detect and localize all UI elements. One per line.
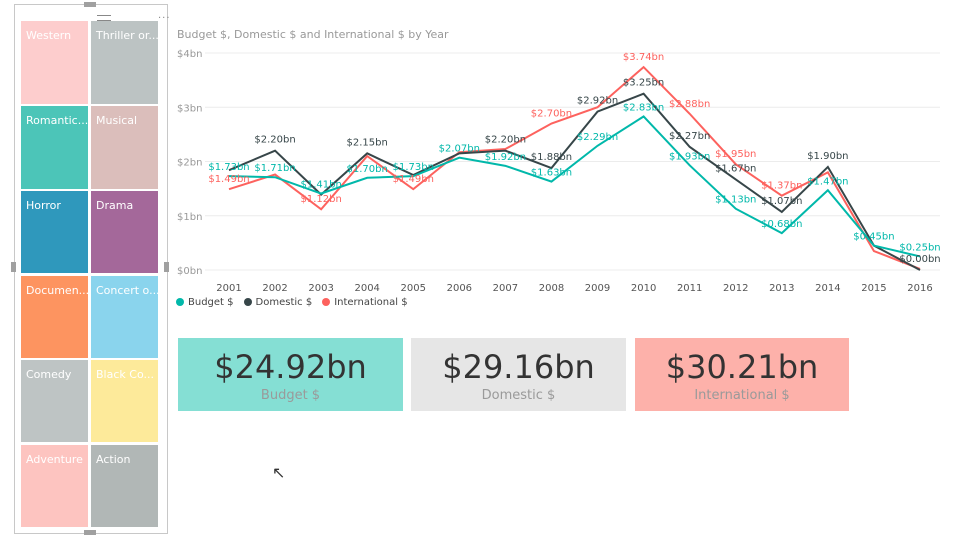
- x-tick-label: 2011: [677, 283, 702, 294]
- data-label: $1.41bn: [300, 180, 341, 191]
- resize-handle[interactable]: [84, 530, 96, 535]
- x-tick-label: 2001: [216, 283, 241, 294]
- data-label: $1.13bn: [715, 195, 756, 206]
- data-label: $0.68bn: [761, 219, 802, 230]
- data-label: $1.49bn: [208, 174, 249, 185]
- data-label: $2.70bn: [531, 109, 572, 120]
- data-label: $1.49bn: [393, 174, 434, 185]
- data-label: $1.47bn: [807, 176, 848, 187]
- more-options-icon[interactable]: ···: [158, 13, 171, 24]
- data-label: $1.37bn: [761, 181, 802, 192]
- data-label: $1.95bn: [715, 149, 756, 160]
- x-tick-label: 2016: [907, 283, 932, 294]
- slicer-tile[interactable]: Concert o...: [91, 276, 158, 358]
- slicer-tile[interactable]: Comedy: [21, 360, 88, 442]
- x-tick-label: 2012: [723, 283, 748, 294]
- data-label: $3.25bn: [623, 78, 664, 89]
- slicer-tile[interactable]: Adventure: [21, 445, 88, 527]
- y-tick-label: $1bn: [177, 212, 202, 223]
- data-label: $2.27bn: [669, 131, 710, 142]
- data-label: $1.73bn: [208, 162, 249, 173]
- data-label: $2.20bn: [254, 135, 295, 146]
- data-label: $2.83bn: [623, 102, 664, 113]
- data-label: $3.74bn: [623, 52, 664, 63]
- slicer-tile[interactable]: Thriller or...: [91, 21, 158, 104]
- mouse-cursor-icon: ↖: [272, 463, 286, 482]
- x-tick-label: 2013: [769, 283, 794, 294]
- series-line: [228, 92, 921, 271]
- data-label: $0.25bn: [899, 242, 940, 253]
- x-tick-label: 2009: [585, 283, 610, 294]
- data-label: $1.88bn: [531, 152, 572, 163]
- data-label: $1.63bn: [531, 168, 572, 179]
- card-budget[interactable]: $24.92bn Budget $: [178, 338, 403, 411]
- data-label: $0.00bn: [899, 254, 940, 265]
- data-label: $1.67bn: [715, 163, 756, 174]
- slicer-tile[interactable]: Horror: [21, 191, 88, 273]
- x-tick-label: 2015: [861, 283, 886, 294]
- x-tick-label: 2002: [262, 283, 287, 294]
- slicer-tile[interactable]: Musical: [91, 106, 158, 189]
- card-value: $24.92bn: [214, 348, 367, 386]
- card-domestic[interactable]: $29.16bn Domestic $: [411, 338, 626, 411]
- x-tick-label: 2006: [447, 283, 472, 294]
- slicer-tile[interactable]: Documen...: [21, 276, 88, 358]
- data-label: $2.88bn: [669, 99, 710, 110]
- y-tick-label: $3bn: [177, 103, 202, 114]
- resize-handle[interactable]: [11, 262, 16, 272]
- x-tick-label: 2003: [308, 283, 333, 294]
- data-label: $1.73bn: [393, 162, 434, 173]
- series-line: [228, 115, 921, 258]
- series-line: [228, 65, 921, 270]
- resize-handle[interactable]: [164, 262, 169, 272]
- data-label: $1.12bn: [300, 194, 341, 205]
- card-label: Budget $: [260, 388, 321, 403]
- x-tick-label: 2014: [815, 283, 840, 294]
- slicer-tile[interactable]: Romantic...: [21, 106, 88, 189]
- line-chart: $0bn $1bn $2bn $3bn $4bn 2001 2002 2003 2004 2005…: [177, 49, 941, 294]
- x-tick-label: 2010: [631, 283, 656, 294]
- legend-item-budget[interactable]: Budget $: [176, 297, 234, 308]
- chart-legend: Budget $ Domestic $ International $: [176, 297, 408, 308]
- data-label: $1.93bn: [669, 151, 710, 162]
- x-tick-label: 2008: [539, 283, 564, 294]
- card-value: $29.16bn: [442, 348, 595, 386]
- data-label: $1.71bn: [254, 163, 295, 174]
- x-tick-label: 2004: [354, 283, 379, 294]
- card-label: International $: [694, 388, 790, 403]
- data-label: $1.90bn: [807, 151, 848, 162]
- data-label: $0.45bn: [853, 232, 894, 243]
- x-tick-label: 2005: [401, 283, 426, 294]
- data-label: $2.92bn: [577, 96, 618, 107]
- data-label: $2.07bn: [439, 144, 480, 155]
- chart-title: Budget $, Domestic $ and International $…: [177, 28, 449, 41]
- card-label: Domestic $: [481, 388, 556, 403]
- data-label: $2.15bn: [347, 137, 388, 148]
- legend-item-domestic[interactable]: Domestic $: [243, 297, 312, 308]
- resize-handle[interactable]: [84, 2, 96, 7]
- slicer-tile[interactable]: Drama: [91, 191, 158, 273]
- x-tick-label: 2007: [493, 283, 518, 294]
- data-label: $2.20bn: [485, 135, 526, 146]
- data-label: $1.07bn: [761, 196, 802, 207]
- card-international[interactable]: $30.21bn International $: [635, 338, 849, 411]
- data-label: $1.92bn: [485, 152, 526, 163]
- legend-item-international[interactable]: International $: [322, 297, 408, 308]
- y-tick-label: $0bn: [177, 266, 202, 277]
- slicer-tile[interactable]: Western: [21, 21, 88, 104]
- data-label: $1.70bn: [347, 164, 388, 175]
- drag-grip-icon[interactable]: [97, 15, 111, 21]
- card-value: $30.21bn: [665, 348, 819, 386]
- slicer-tile[interactable]: Black Co...: [91, 360, 158, 442]
- y-tick-label: $4bn: [177, 49, 202, 60]
- data-label: $2.29bn: [577, 132, 618, 143]
- y-tick-label: $2bn: [177, 158, 202, 169]
- slicer-tile[interactable]: Action: [91, 445, 158, 527]
